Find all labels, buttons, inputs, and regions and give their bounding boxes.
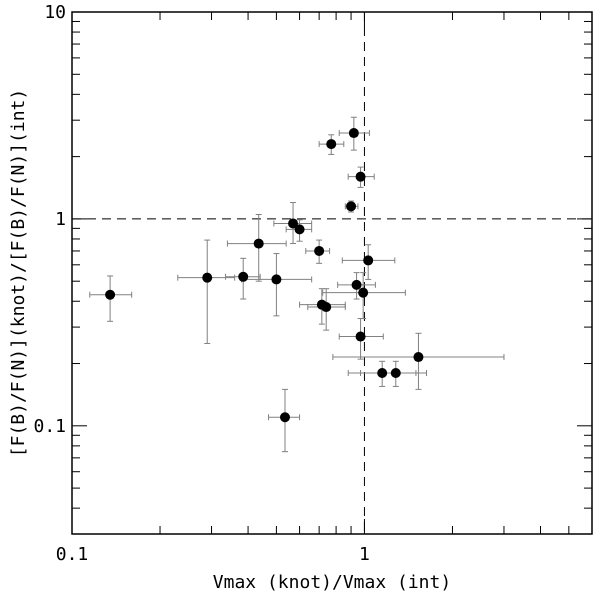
y-axis-label: [F(B)/F(N)](knot)/[F(B)/F(N)](int) [8,89,29,457]
y-tick-label: 10 [44,2,66,23]
data-point [326,139,337,150]
x-axis-label: Vmax (knot)/Vmax (int) [213,572,451,593]
data-point [358,287,369,298]
data-point [105,289,116,300]
tick-labels: 0.1 1 0.1 1 10 [33,2,369,565]
data-points [105,128,424,423]
error-bars [89,116,505,453]
data-point [413,352,424,363]
data-point [288,218,299,229]
data-point [351,279,362,290]
data-point [355,171,366,182]
data-point [355,331,366,342]
data-point [279,412,290,423]
data-point [253,238,264,249]
x-tick-label: 0.1 [56,544,89,565]
data-point [271,274,282,285]
data-point [363,255,374,266]
data-point [238,271,249,282]
reference-lines [72,12,592,534]
data-point [348,128,359,139]
data-point [314,245,325,256]
data-point [346,201,357,212]
plot-frame [71,11,593,535]
y-tick-label: 0.1 [33,416,66,437]
data-point [202,272,213,283]
data-point [377,367,388,378]
axis-ticks [71,11,593,535]
x-tick-label: 1 [359,544,370,565]
data-point [321,302,332,313]
data-point [390,367,401,378]
y-tick-label: 1 [55,209,66,230]
data-point [294,224,305,235]
